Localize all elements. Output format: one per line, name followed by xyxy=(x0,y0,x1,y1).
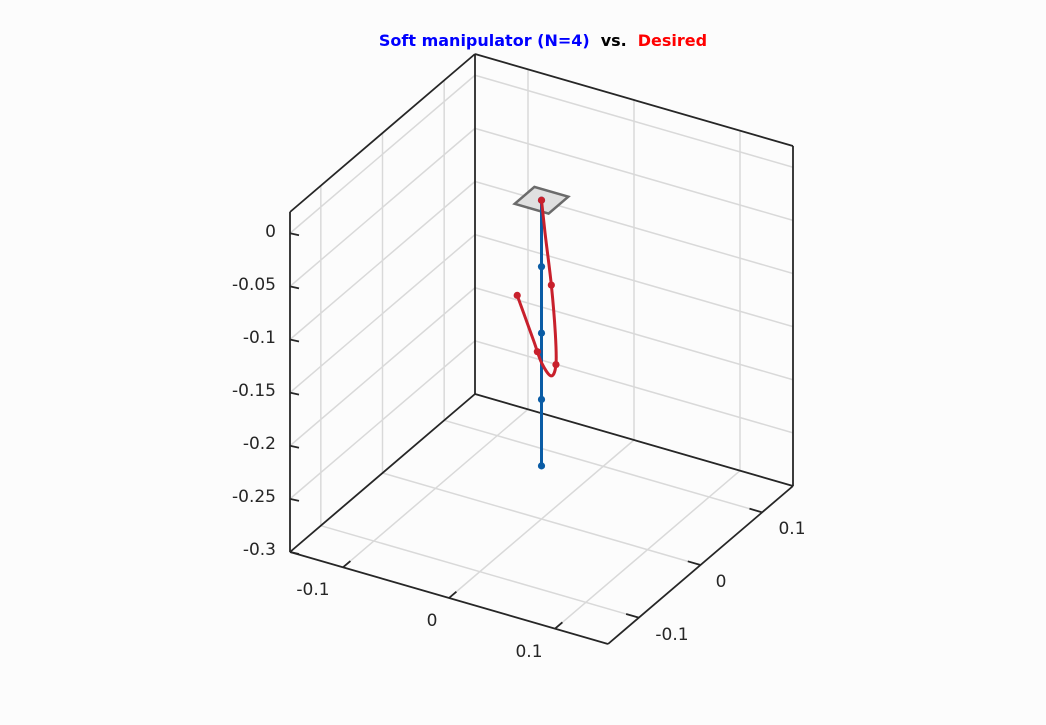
z-axis-tick-labels: 0 -0.05 -0.1 -0.15 -0.2 -0.25 -0.3 xyxy=(232,222,276,560)
axis-edge xyxy=(474,393,794,487)
z-tick-label: -0.1 xyxy=(243,328,276,348)
grid-line xyxy=(320,524,640,619)
y-tick-label: 0.1 xyxy=(778,519,805,539)
series-point-0 xyxy=(537,329,546,337)
axis-edge xyxy=(289,53,476,213)
z-tick-mark xyxy=(289,551,300,555)
y-tick-mark xyxy=(625,613,640,619)
z-tick-mark xyxy=(289,391,300,396)
grid-line xyxy=(474,233,794,328)
z-tick-label: 0 xyxy=(265,222,276,242)
x-tick-label: 0 xyxy=(427,611,438,631)
y-tick-label: -0.1 xyxy=(655,625,688,645)
series-point-1 xyxy=(537,196,546,204)
y-axis-tick-labels: -0.1 0 0.1 xyxy=(655,519,805,645)
grid-line xyxy=(289,127,476,287)
z-tick-mark xyxy=(289,338,300,343)
series-point-0 xyxy=(537,462,546,470)
axes-box-back xyxy=(289,54,794,553)
series-point-1 xyxy=(533,348,541,356)
grid-line xyxy=(443,419,763,514)
z-tick-mark xyxy=(289,285,300,290)
grid-line xyxy=(289,234,476,394)
title-desired: Desired xyxy=(638,31,707,50)
plot-area xyxy=(512,185,571,470)
x-tick-mark xyxy=(342,560,351,569)
title-manipulator: Soft manipulator (N=4) xyxy=(379,31,590,50)
y-tick-mark xyxy=(687,560,701,566)
grid-line xyxy=(474,340,794,434)
chart-title: Soft manipulator (N=4) vs. Desired xyxy=(379,31,707,50)
x-axis-tick-labels: -0.1 0 0.1 xyxy=(296,580,542,662)
z-tick-mark xyxy=(289,497,300,502)
grid-line xyxy=(289,340,476,500)
z-tick-mark xyxy=(289,444,300,449)
z-tick-mark xyxy=(289,232,300,237)
series-point-1 xyxy=(552,360,560,369)
grid-line xyxy=(474,74,794,168)
axis-edge xyxy=(289,393,476,553)
axes-box-front xyxy=(289,53,794,645)
grid-line xyxy=(382,472,701,566)
z-tick-label: -0.3 xyxy=(243,540,276,560)
y-tick-label: 0 xyxy=(716,572,727,592)
series-point-1 xyxy=(513,291,521,299)
series-point-0 xyxy=(537,263,546,271)
z-tick-label: -0.2 xyxy=(243,434,276,454)
z-tick-label: -0.15 xyxy=(232,381,276,401)
series-line-1 xyxy=(515,198,558,378)
x-tick-label: -0.1 xyxy=(296,580,329,600)
series-point-0 xyxy=(537,395,546,404)
series-point-1 xyxy=(547,281,555,289)
axis-edge xyxy=(474,53,794,147)
y-tick-mark xyxy=(749,507,763,514)
z-tick-label: -0.05 xyxy=(232,275,276,295)
x-tick-mark xyxy=(448,590,457,599)
grid-line xyxy=(289,287,476,447)
grid-line xyxy=(289,74,476,234)
grid-line xyxy=(474,287,794,381)
grid-line xyxy=(289,180,476,341)
x-tick-label: 0.1 xyxy=(515,642,542,662)
x-tick-mark xyxy=(554,621,563,630)
title-vs: vs. xyxy=(601,31,627,50)
z-tick-label: -0.25 xyxy=(232,487,276,507)
grid-line xyxy=(474,127,794,222)
